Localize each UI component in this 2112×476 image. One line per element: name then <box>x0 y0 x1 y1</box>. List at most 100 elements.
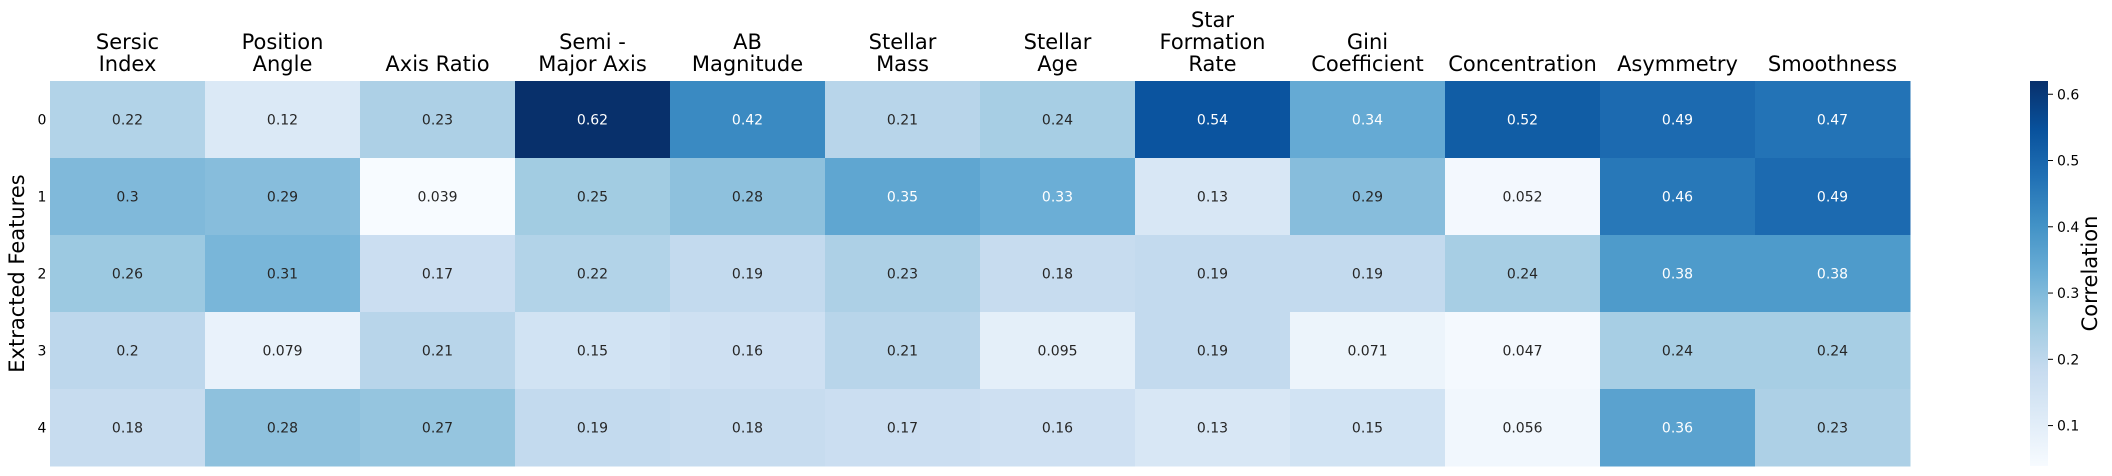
cell-value-label: 0.29 <box>267 190 298 206</box>
colorbar-tick-label: 0.5 <box>2057 154 2079 170</box>
cell-value-label: 0.31 <box>267 267 298 283</box>
cell-value-label: 0.34 <box>1352 113 1383 129</box>
heatmap-cell <box>360 312 516 390</box>
cell-value-label: 0.039 <box>417 190 457 206</box>
cell-value-label: 0.23 <box>422 113 453 129</box>
heatmap-cell <box>1290 81 1446 159</box>
cell-value-label: 0.54 <box>1197 113 1228 129</box>
heatmap-cell <box>1445 235 1601 313</box>
cell-value-label: 0.056 <box>1502 421 1542 437</box>
heatmap-cell <box>670 81 826 159</box>
row-label: 0 <box>38 113 47 129</box>
heatmap-cell <box>360 235 516 313</box>
cell-value-label: 0.21 <box>887 344 918 360</box>
heatmap-cell <box>825 389 981 467</box>
cell-value-label: 0.15 <box>1352 421 1383 437</box>
cell-value-label: 0.19 <box>732 267 763 283</box>
cell-value-label: 0.16 <box>732 344 763 360</box>
heatmap-cell <box>360 158 516 236</box>
heatmap-cell <box>1290 312 1446 390</box>
cell-value-label: 0.047 <box>1502 344 1542 360</box>
cell-value-label: 0.23 <box>887 267 918 283</box>
column-label: AB Magnitude <box>692 30 803 76</box>
heatmap-cell <box>670 235 826 313</box>
cell-value-label: 0.3 <box>116 190 138 206</box>
heatmap-cell <box>360 81 516 159</box>
column-label-line: Coefficient <box>1311 52 1424 76</box>
column-label-line: Position <box>242 30 324 54</box>
cell-value-label: 0.17 <box>887 421 918 437</box>
column-label-line: Stellar <box>869 30 937 54</box>
heatmap-cell <box>205 389 361 467</box>
colorbar <box>2030 81 2048 466</box>
row-label: 3 <box>38 344 47 360</box>
column-label: Smoothness <box>1768 52 1897 76</box>
heatmap-cell <box>1755 312 1911 390</box>
cell-value-label: 0.18 <box>1042 267 1073 283</box>
cell-value-label: 0.27 <box>422 421 453 437</box>
heatmap-cell <box>515 235 671 313</box>
heatmap-cell <box>50 312 206 390</box>
cell-value-label: 0.19 <box>1352 267 1383 283</box>
heatmap-cell <box>670 312 826 390</box>
column-label-line: Angle <box>253 52 313 76</box>
heatmap-cell <box>670 389 826 467</box>
column-label-line: Concentration <box>1448 52 1597 76</box>
column-label-line: Axis Ratio <box>385 52 489 76</box>
cell-value-label: 0.17 <box>422 267 453 283</box>
column-label: Concentration <box>1448 52 1597 76</box>
cell-value-label: 0.23 <box>1817 421 1848 437</box>
cell-value-label: 0.079 <box>262 344 302 360</box>
column-label-line: Sersic <box>96 30 159 54</box>
cell-value-label: 0.24 <box>1507 267 1538 283</box>
heatmap-cell <box>825 235 981 313</box>
row-label: 1 <box>38 190 47 206</box>
cell-value-label: 0.35 <box>887 190 918 206</box>
cell-value-label: 0.22 <box>577 267 608 283</box>
heatmap-cell <box>1445 81 1601 159</box>
y-axis-label: Extracted Features <box>5 174 29 372</box>
heatmap-cell <box>980 389 1136 467</box>
heatmap-cell <box>1135 235 1291 313</box>
heatmap-cell <box>1290 235 1446 313</box>
column-label-line: Semi - <box>559 30 626 54</box>
cell-value-label: 0.47 <box>1817 113 1848 129</box>
heatmap-cell <box>1755 158 1911 236</box>
cell-value-label: 0.18 <box>732 421 763 437</box>
cell-value-label: 0.19 <box>1197 344 1228 360</box>
cell-value-label: 0.46 <box>1662 190 1693 206</box>
heatmap-cell <box>1290 158 1446 236</box>
column-label-line: Asymmetry <box>1617 52 1738 76</box>
heatmap-cell <box>1135 158 1291 236</box>
heatmap-cell <box>1600 389 1756 467</box>
heatmap-cell <box>980 235 1136 313</box>
heatmap-cell <box>50 389 206 467</box>
heatmap-cell <box>1755 389 1911 467</box>
cell-value-label: 0.24 <box>1042 113 1073 129</box>
heatmap-cell <box>1600 235 1756 313</box>
colorbar-tick-label: 0.1 <box>2057 419 2079 435</box>
column-label: Gini Coefficient <box>1311 30 1424 76</box>
cell-value-label: 0.15 <box>577 344 608 360</box>
heatmap-cell <box>1290 389 1446 467</box>
heatmap-cell <box>1600 312 1756 390</box>
colorbar-tick-label: 0.4 <box>2057 220 2079 236</box>
cell-value-label: 0.38 <box>1817 267 1848 283</box>
cell-value-label: 0.13 <box>1197 421 1228 437</box>
cell-value-label: 0.19 <box>1197 267 1228 283</box>
column-label-line: AB <box>733 30 762 54</box>
heatmap-cell <box>825 158 981 236</box>
heatmap-cell <box>980 312 1136 390</box>
heatmap-cell <box>205 312 361 390</box>
cell-value-label: 0.095 <box>1037 344 1077 360</box>
column-label-line: Formation <box>1160 30 1266 54</box>
heatmap-cell <box>980 81 1136 159</box>
cell-value-label: 0.21 <box>887 113 918 129</box>
cell-value-label: 0.28 <box>267 421 298 437</box>
heatmap-cell <box>670 158 826 236</box>
column-label: Semi -Major Axis <box>538 30 647 76</box>
cell-value-label: 0.19 <box>577 421 608 437</box>
heatmap-cell <box>825 312 981 390</box>
heatmap-cell <box>1135 81 1291 159</box>
